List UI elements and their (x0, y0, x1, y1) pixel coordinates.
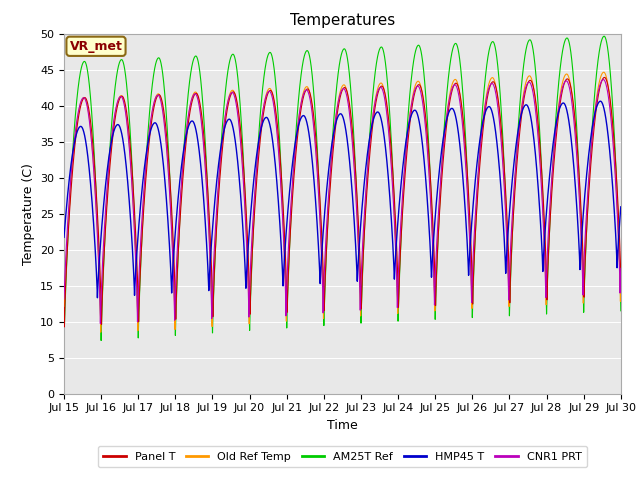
Y-axis label: Temperature (C): Temperature (C) (22, 163, 35, 264)
Legend: Panel T, Old Ref Temp, AM25T Ref, HMP45 T, CNR1 PRT: Panel T, Old Ref Temp, AM25T Ref, HMP45 … (98, 446, 587, 467)
Title: Temperatures: Temperatures (290, 13, 395, 28)
Text: VR_met: VR_met (70, 40, 122, 53)
X-axis label: Time: Time (327, 419, 358, 432)
